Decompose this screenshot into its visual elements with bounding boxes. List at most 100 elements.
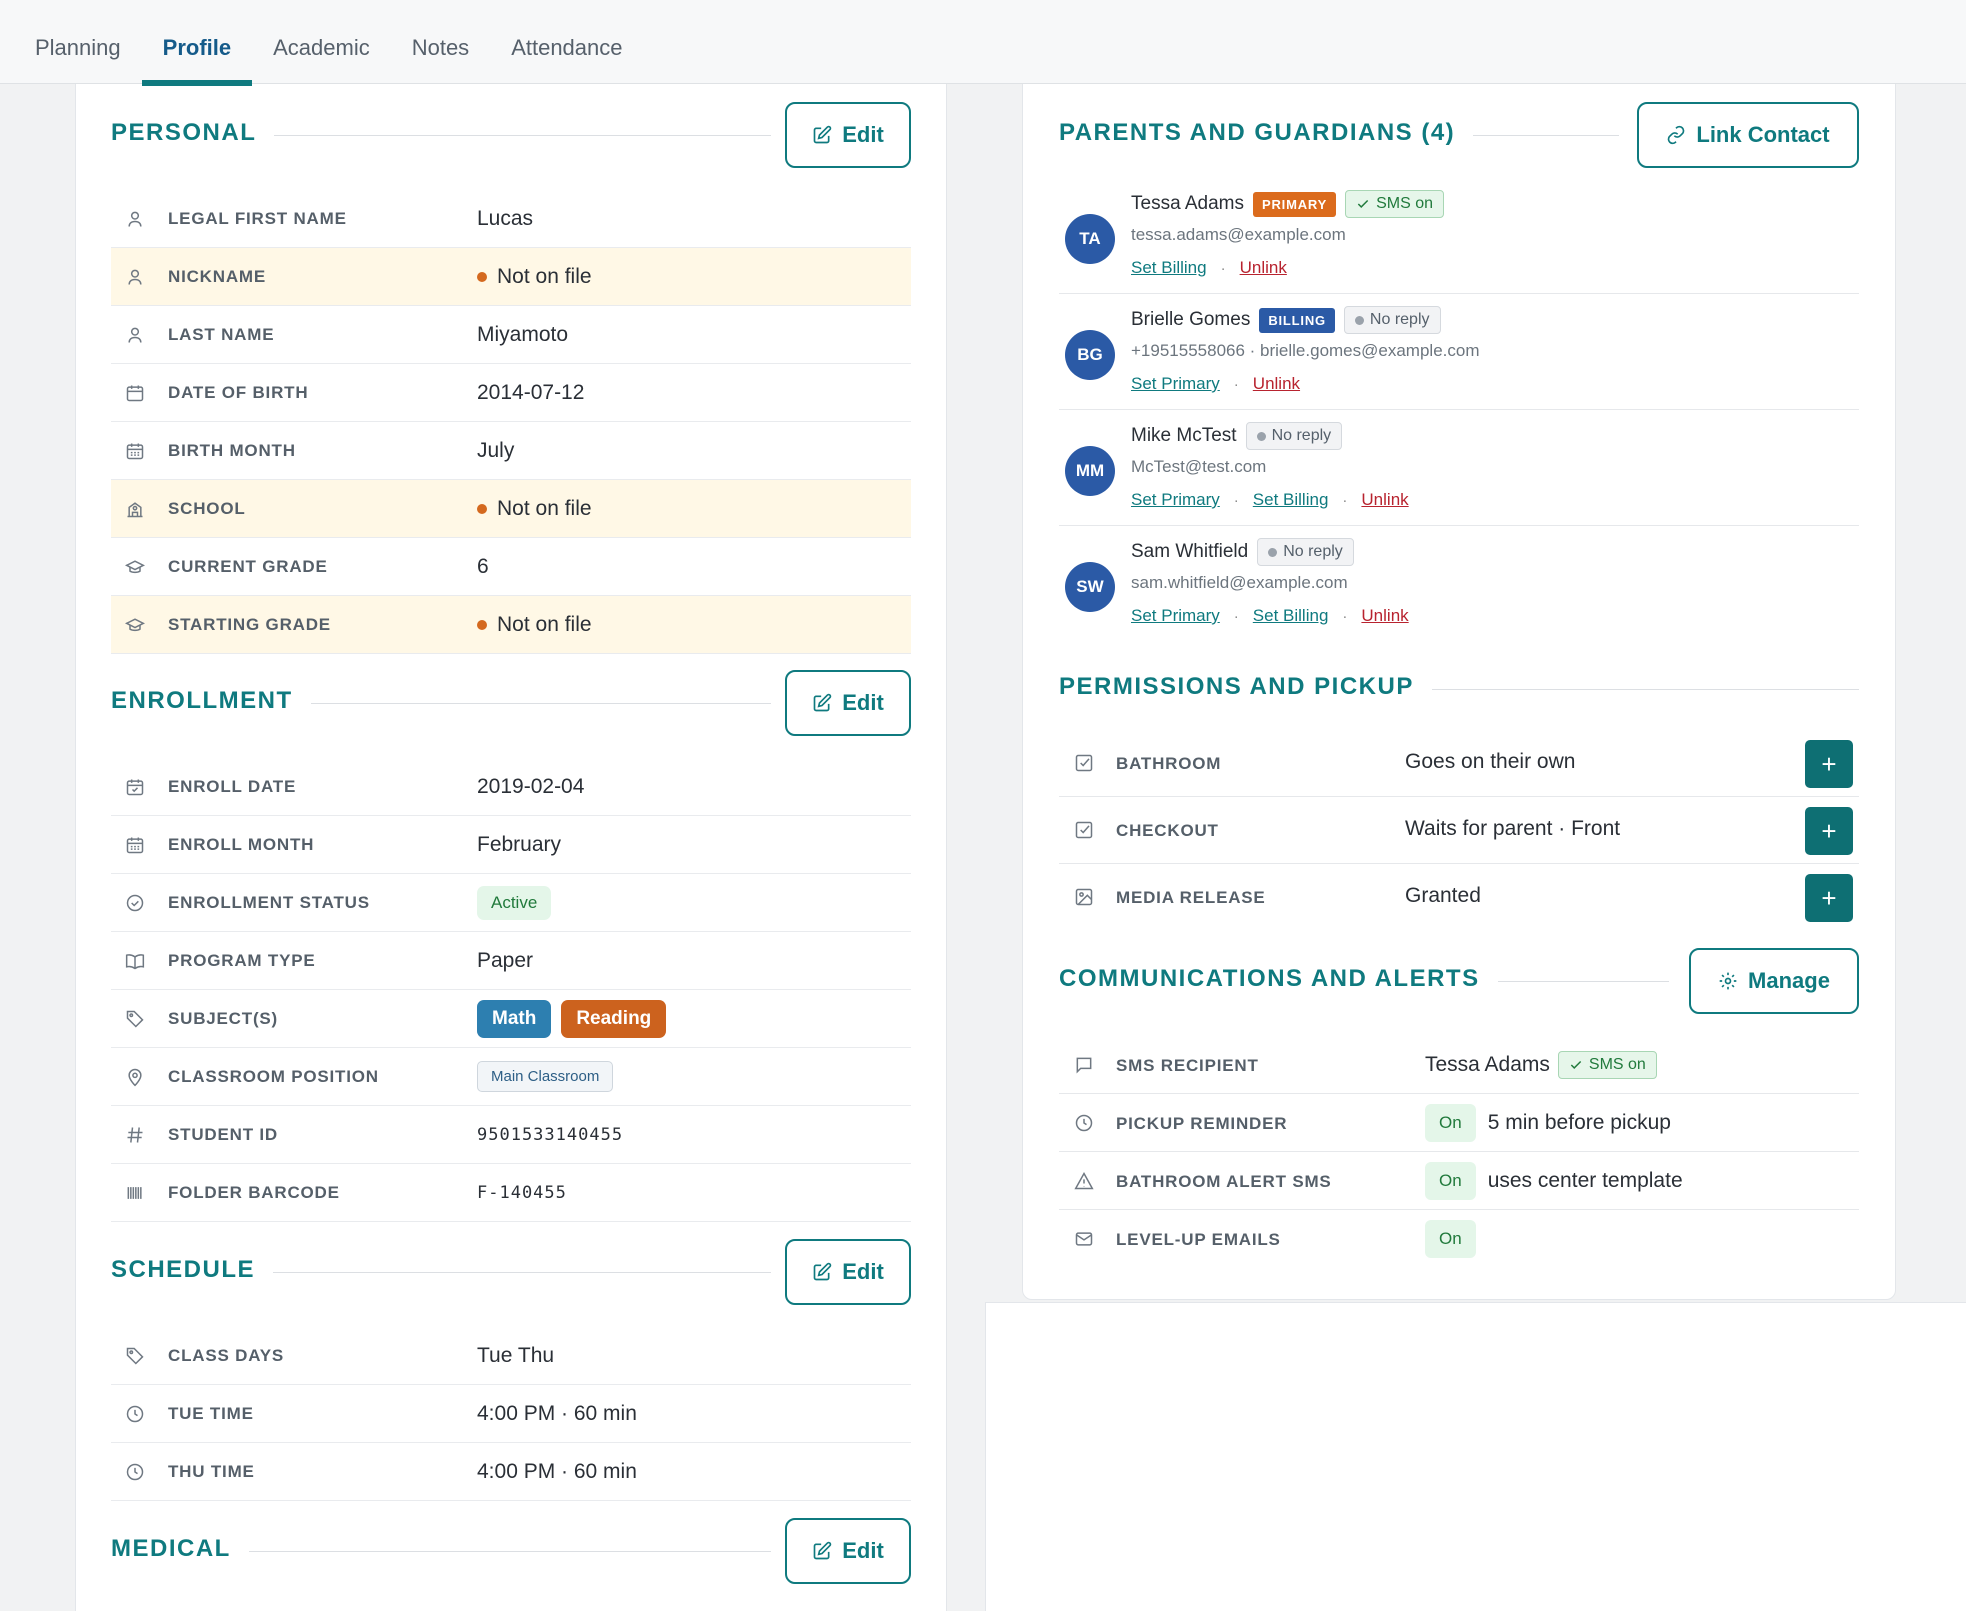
enrollment-title: ENROLLMENT bbox=[111, 687, 311, 715]
unlink-link[interactable]: Unlink bbox=[1361, 490, 1409, 509]
row-date-of-birth: DATE OF BIRTH 2014-07-12 bbox=[111, 364, 911, 422]
set-billing-link[interactable]: Set Billing bbox=[1131, 258, 1207, 277]
profile-right-lower-card bbox=[985, 1302, 1966, 1611]
pickup-reminder-value: On 5 min before pickup bbox=[1425, 1104, 1671, 1142]
add-permission-button[interactable]: + bbox=[1805, 740, 1853, 788]
tab-planning[interactable]: Planning bbox=[35, 35, 121, 60]
no-reply-text: No reply bbox=[1283, 543, 1343, 560]
field-label: DATE OF BIRTH bbox=[168, 382, 309, 402]
row-bathroom-alert-sms: BATHROOM ALERT SMS On uses center templa… bbox=[1059, 1152, 1859, 1210]
warning-dot-icon bbox=[477, 271, 487, 282]
calendar-icon bbox=[125, 383, 145, 403]
separator: · bbox=[1220, 259, 1226, 277]
schedule-edit-button[interactable]: Edit bbox=[785, 1239, 911, 1305]
manage-label: Manage bbox=[1748, 968, 1830, 993]
row-thu-time: THU TIME 4:00 PM · 60 min bbox=[111, 1443, 911, 1501]
field-label: CLASS DAYS bbox=[168, 1345, 285, 1365]
school-icon bbox=[125, 499, 145, 519]
set-billing-link[interactable]: Set Billing bbox=[1252, 490, 1329, 509]
field-value: Tue Thu bbox=[477, 1343, 555, 1367]
avatar: MM bbox=[1065, 446, 1115, 496]
guardian-actions: Set Primary · Set Billing · Unlink bbox=[1131, 490, 1409, 510]
medical-section: MEDICAL Edit bbox=[111, 1518, 911, 1584]
calendar-check-icon bbox=[125, 777, 145, 797]
row-student-id: STUDENT ID 9501533140455 bbox=[111, 1106, 911, 1164]
edit-label: Edit bbox=[842, 690, 884, 715]
clock-icon bbox=[1074, 1113, 1094, 1133]
add-permission-button[interactable]: + bbox=[1805, 874, 1853, 922]
field-label: BATHROOM bbox=[1116, 754, 1222, 773]
guardian-item: BG Brielle Gomes BILLING No reply +19515… bbox=[1059, 294, 1859, 410]
tab-attendance[interactable]: Attendance bbox=[511, 35, 623, 60]
classroom-badge: Main Classroom bbox=[477, 1061, 614, 1092]
enrollment-edit-button[interactable]: Edit bbox=[785, 670, 911, 736]
not-on-file-text: Not on file bbox=[497, 264, 592, 288]
link-contact-button[interactable]: Link Contact bbox=[1637, 102, 1859, 168]
field-label: ENROLL DATE bbox=[168, 776, 297, 796]
personal-edit-button[interactable]: Edit bbox=[785, 102, 911, 168]
guardian-contact: tessa.adams@example.com bbox=[1131, 225, 1346, 244]
field-value: 9501533140455 bbox=[477, 1124, 624, 1145]
person-icon bbox=[125, 267, 145, 287]
field-label: LEVEL-UP EMAILS bbox=[1116, 1230, 1281, 1249]
set-primary-link[interactable]: Set Primary bbox=[1131, 490, 1220, 509]
guardian-item: TA Tessa Adams PRIMARY SMS on tessa.adam… bbox=[1059, 178, 1859, 294]
communications-section: COMMUNICATIONS AND ALERTS Manage SMS REC… bbox=[1059, 948, 1859, 1268]
row-level-up-emails: LEVEL-UP EMAILS On bbox=[1059, 1210, 1859, 1268]
unlink-link[interactable]: Unlink bbox=[1252, 374, 1301, 393]
field-label: NICKNAME bbox=[168, 266, 267, 286]
row-current-grade: CURRENT GRADE 6 bbox=[111, 538, 911, 596]
field-label: CLASSROOM POSITION bbox=[168, 1066, 379, 1086]
guardian-name-line: Sam Whitfield No reply bbox=[1131, 538, 1354, 566]
warning-triangle-icon bbox=[1074, 1171, 1094, 1191]
graduation-cap-icon bbox=[124, 615, 146, 635]
link-icon bbox=[1668, 125, 1685, 145]
edit-label: Edit bbox=[842, 122, 884, 147]
tab-notes[interactable]: Notes bbox=[411, 35, 470, 60]
sms-recipient-value: Tessa Adams SMS on bbox=[1425, 1046, 1657, 1084]
no-reply-text: No reply bbox=[1271, 427, 1332, 444]
add-permission-button[interactable]: + bbox=[1805, 807, 1853, 855]
status-value: Active bbox=[477, 885, 552, 920]
section-divider bbox=[111, 1272, 771, 1273]
schedule-title: SCHEDULE bbox=[111, 1256, 274, 1284]
avatar: SW bbox=[1065, 562, 1115, 612]
warning-dot-icon bbox=[477, 619, 487, 630]
guardian-name: Tessa Adams bbox=[1131, 193, 1244, 214]
row-pickup-reminder: PICKUP REMINDER On 5 min before pickup bbox=[1059, 1094, 1859, 1152]
field-value: 6 bbox=[477, 554, 489, 578]
mail-icon bbox=[1074, 1229, 1094, 1249]
row-classroom-position: CLASSROOM POSITION Main Classroom bbox=[111, 1048, 911, 1106]
status-dot-icon bbox=[1354, 315, 1364, 325]
field-value: 4:00 PM · 60 min bbox=[477, 1401, 637, 1425]
row-enroll-date: ENROLL DATE 2019-02-04 bbox=[111, 758, 911, 816]
unlink-link[interactable]: Unlink bbox=[1361, 606, 1409, 625]
edit-icon bbox=[813, 1541, 832, 1560]
checkbox-icon bbox=[1074, 753, 1094, 773]
manage-button[interactable]: Manage bbox=[1689, 948, 1859, 1014]
separator: · bbox=[1342, 491, 1348, 509]
avatar: TA bbox=[1065, 214, 1115, 264]
edit-icon bbox=[813, 125, 832, 144]
field-label: LAST NAME bbox=[168, 324, 275, 344]
row-sms-recipient: SMS RECIPIENT Tessa Adams SMS on bbox=[1059, 1036, 1859, 1094]
guardian-name: Brielle Gomes bbox=[1131, 309, 1251, 330]
recipient-name: Tessa Adams bbox=[1425, 1053, 1550, 1076]
unlink-link[interactable]: Unlink bbox=[1239, 258, 1287, 277]
row-legal-first-name: LEGAL FIRST NAME Lucas bbox=[111, 190, 911, 248]
tab-academic[interactable]: Academic bbox=[273, 35, 370, 60]
guardian-name-line: Mike McTest No reply bbox=[1131, 422, 1343, 450]
set-primary-link[interactable]: Set Primary bbox=[1131, 606, 1220, 625]
guardian-item: MM Mike McTest No reply McTest@test.com … bbox=[1059, 410, 1859, 526]
separator: · bbox=[1233, 607, 1239, 625]
medical-edit-button[interactable]: Edit bbox=[785, 1518, 911, 1584]
tab-profile[interactable]: Profile bbox=[141, 0, 253, 86]
field-value: 4:00 PM · 60 min bbox=[477, 1459, 637, 1483]
field-value: Waits for parent · Front bbox=[1405, 817, 1621, 840]
set-billing-link[interactable]: Set Billing bbox=[1252, 606, 1329, 625]
set-primary-link[interactable]: Set Primary bbox=[1131, 374, 1220, 393]
row-folder-barcode: FOLDER BARCODE F-140455 bbox=[111, 1164, 911, 1222]
not-on-file-value: Not on file bbox=[477, 497, 592, 521]
tag-icon bbox=[125, 1346, 145, 1366]
status-dot-icon bbox=[1256, 431, 1266, 441]
